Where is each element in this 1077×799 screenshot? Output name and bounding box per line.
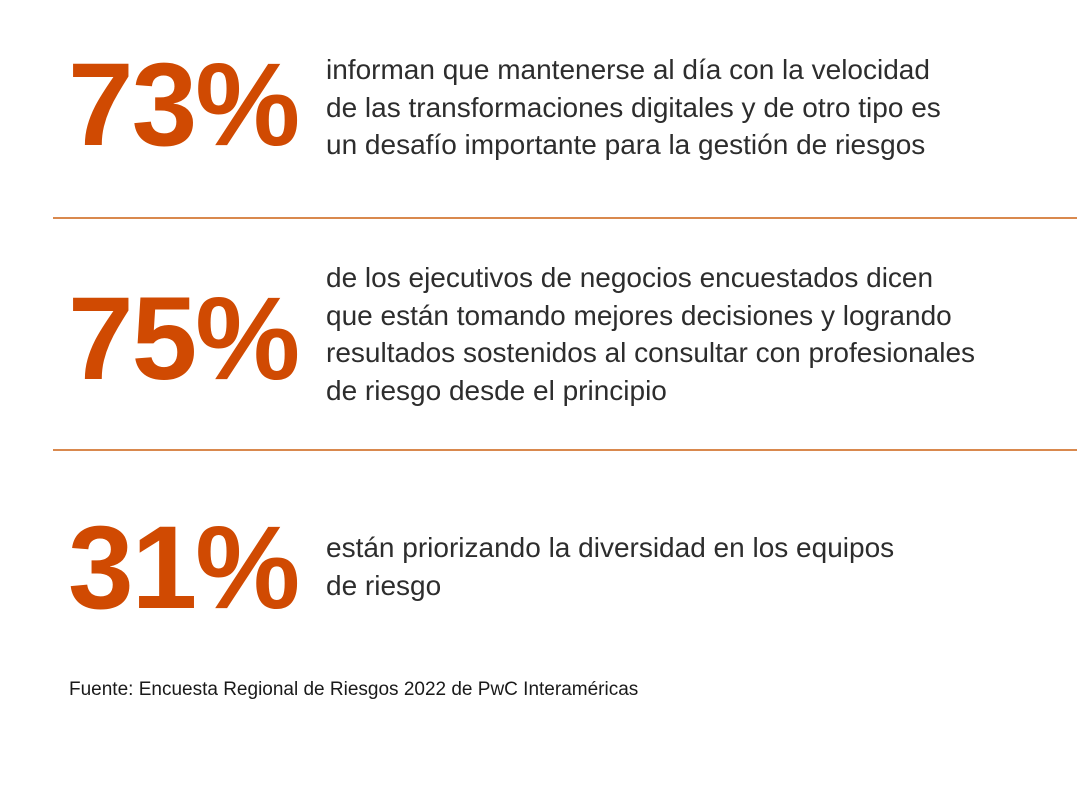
divider-line (53, 217, 1077, 219)
source-note: Fuente: Encuesta Regional de Riesgos 202… (69, 679, 639, 700)
stat-value: 75% (68, 273, 300, 405)
divider-line (53, 449, 1077, 451)
stat-description: informan que mantenerse al día con la ve… (326, 54, 941, 160)
stat-value: 73% (68, 39, 300, 171)
stat-description: de los ejecutivos de negocios encuestado… (326, 262, 976, 406)
stat-description: están priorizando la diversidad en los e… (326, 532, 895, 601)
stat-value: 31% (68, 502, 300, 634)
